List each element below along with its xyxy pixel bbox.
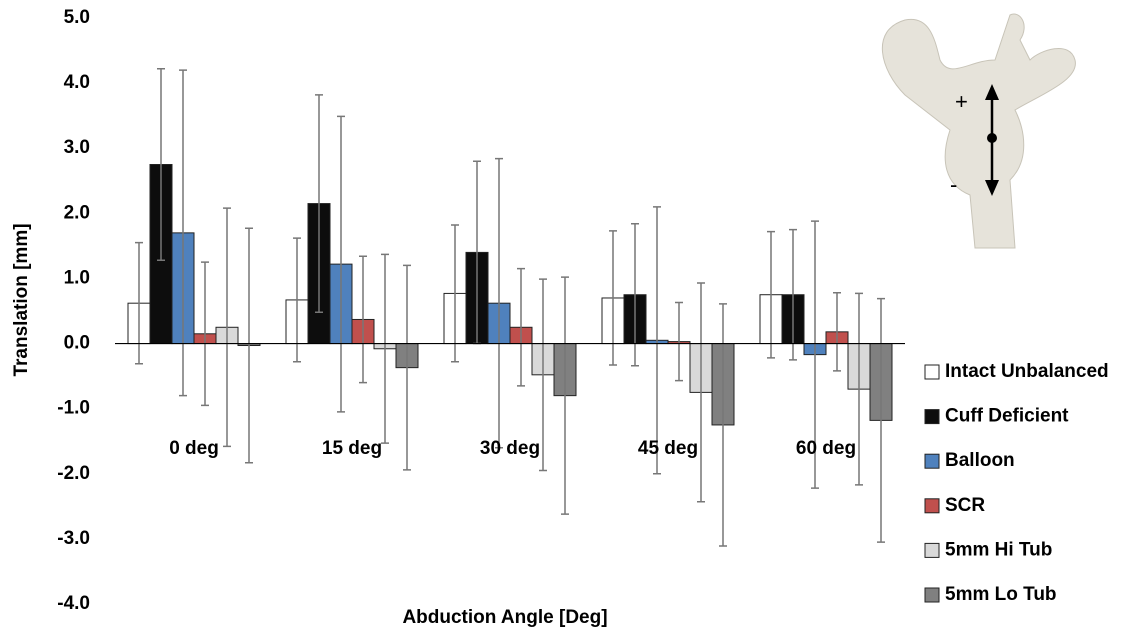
error-bar xyxy=(653,206,661,475)
legend-swatch xyxy=(924,453,940,469)
error-bar xyxy=(201,261,209,407)
legend-swatch xyxy=(924,587,940,603)
plus-label: + xyxy=(955,89,968,114)
y-tick-label: 0.0 xyxy=(64,333,90,354)
error-bar xyxy=(293,237,301,363)
error-bar xyxy=(157,68,165,261)
error-bar xyxy=(539,278,547,472)
y-axis-title: Translation [mm] xyxy=(11,223,32,376)
error-bar xyxy=(223,207,231,448)
x-tick-label: 45 deg xyxy=(638,438,698,459)
error-bar xyxy=(767,230,775,359)
x-axis-title: Abduction Angle [Deg] xyxy=(402,607,607,628)
minus-label: - xyxy=(950,172,957,197)
legend-swatch xyxy=(924,409,940,425)
error-bar xyxy=(855,292,863,486)
legend-label: Cuff Deficient xyxy=(945,406,1069,427)
error-bar xyxy=(811,220,819,489)
y-tick-label: 4.0 xyxy=(64,72,90,93)
y-tick-label: -4.0 xyxy=(57,593,90,614)
center-dot xyxy=(987,133,997,143)
error-bar xyxy=(609,230,617,366)
error-bar xyxy=(381,253,389,444)
error-bar xyxy=(179,69,187,397)
error-bar xyxy=(451,224,459,363)
error-bar xyxy=(833,292,841,372)
error-bar xyxy=(359,255,367,384)
legend-swatch xyxy=(924,498,940,514)
error-bar xyxy=(675,301,683,382)
y-tick-label: -3.0 xyxy=(57,528,90,549)
legend-label: 5mm Hi Tub xyxy=(945,539,1052,560)
legend-label: 5mm Lo Tub xyxy=(945,584,1057,605)
legend-label: SCR xyxy=(945,495,985,516)
error-bar xyxy=(561,276,569,515)
y-tick-label: 3.0 xyxy=(64,137,90,158)
scapula-inset: + - xyxy=(881,13,1076,249)
error-bar xyxy=(495,157,503,449)
y-tick-label: 5.0 xyxy=(64,7,90,28)
error-bar xyxy=(697,282,705,503)
legend-label: Intact Unbalanced xyxy=(945,361,1109,382)
error-bar xyxy=(245,227,253,464)
error-bar xyxy=(517,267,525,387)
error-bar xyxy=(719,303,727,547)
error-bar xyxy=(877,297,885,543)
error-bar xyxy=(403,264,411,471)
x-tick-label: 15 deg xyxy=(322,438,382,459)
y-tick-label: 2.0 xyxy=(64,202,90,223)
error-bar xyxy=(315,94,323,314)
y-tick-label: 1.0 xyxy=(64,267,90,288)
x-tick-label: 30 deg xyxy=(480,438,540,459)
error-bar xyxy=(631,223,639,367)
x-tick-label: 60 deg xyxy=(796,438,856,459)
legend-swatch xyxy=(924,542,940,558)
legend-label: Balloon xyxy=(945,450,1015,471)
scapula xyxy=(881,13,1076,249)
y-tick-label: -1.0 xyxy=(57,398,90,419)
legend-swatch xyxy=(924,364,940,380)
error-bar xyxy=(337,115,345,413)
y-tick-label: -2.0 xyxy=(57,463,90,484)
error-bar xyxy=(789,228,797,361)
x-tick-label: 0 deg xyxy=(169,438,219,459)
